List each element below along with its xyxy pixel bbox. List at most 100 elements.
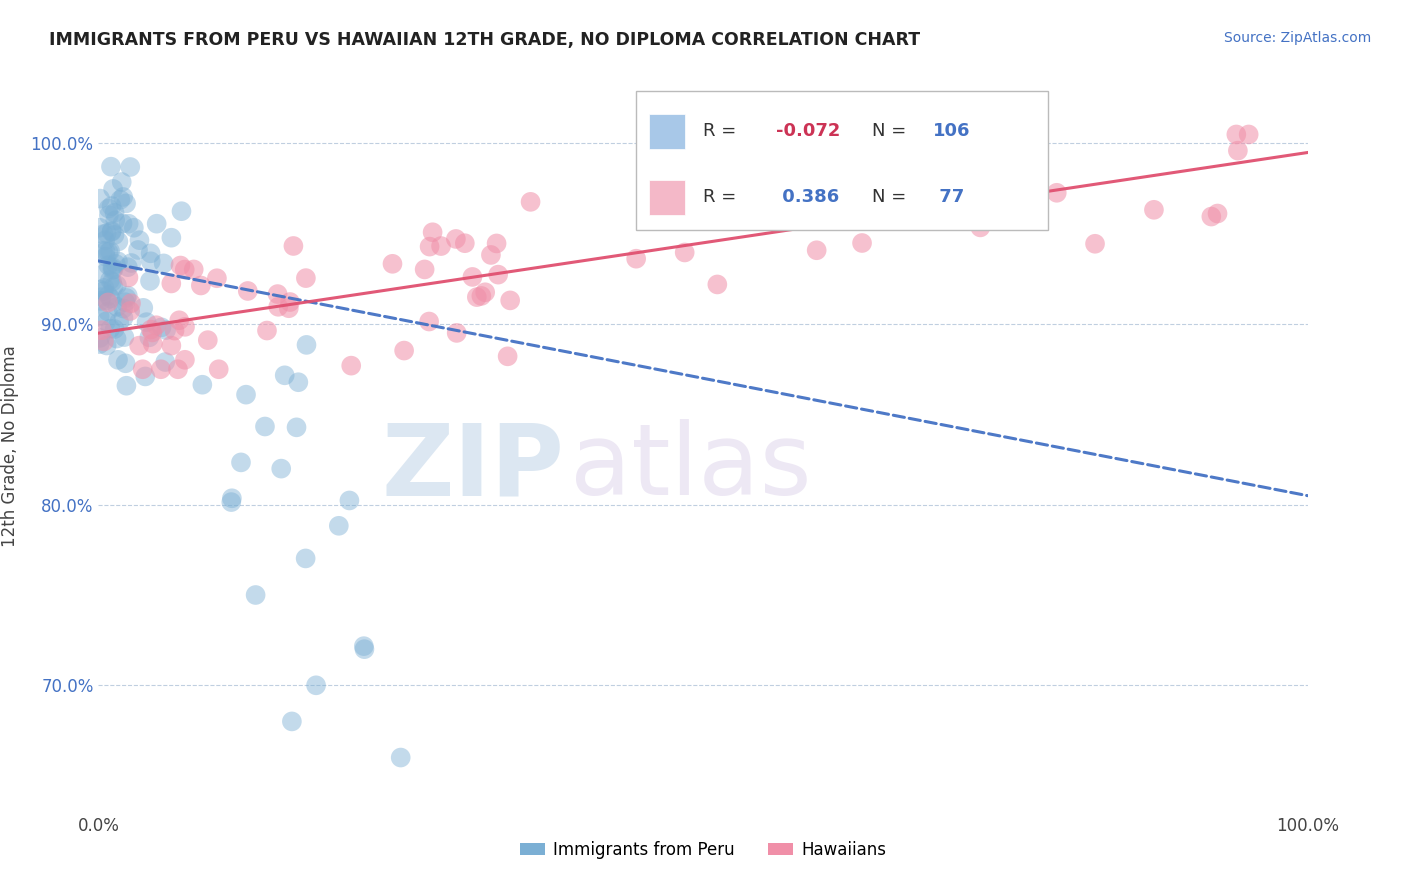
Point — [1084, 236, 1107, 251]
Point — [155, 323, 177, 337]
Point — [100, 225, 122, 239]
Point — [111, 217, 134, 231]
Point — [117, 270, 139, 285]
Point — [97, 288, 120, 302]
Point — [128, 338, 150, 352]
Text: 77: 77 — [932, 188, 965, 206]
Point — [969, 220, 991, 235]
Point — [281, 714, 304, 729]
Point — [149, 362, 172, 376]
Point — [160, 277, 183, 291]
Point — [267, 300, 290, 314]
Point — [197, 333, 219, 347]
Point — [90, 323, 112, 337]
Point — [103, 262, 125, 277]
Point — [91, 244, 114, 258]
Point — [103, 206, 125, 220]
Point — [160, 230, 183, 244]
Point — [915, 128, 938, 142]
Point — [93, 227, 115, 241]
Text: ZIP: ZIP — [381, 419, 564, 516]
Point — [474, 285, 496, 300]
Point — [115, 291, 138, 305]
Point — [98, 322, 121, 336]
Y-axis label: 12th Grade, No Diploma: 12th Grade, No Diploma — [1, 345, 20, 547]
Point — [295, 271, 318, 285]
Point — [94, 233, 117, 247]
Point — [127, 243, 149, 257]
Point — [112, 310, 135, 325]
Point — [956, 183, 979, 197]
Point — [465, 290, 488, 304]
Point — [97, 304, 120, 318]
Point — [392, 343, 415, 358]
Point — [89, 331, 111, 345]
Point — [174, 319, 197, 334]
Point — [94, 244, 117, 259]
Point — [173, 262, 195, 277]
Point — [419, 239, 441, 253]
Point — [89, 192, 111, 206]
Point — [132, 301, 155, 315]
Point — [413, 262, 436, 277]
Point — [470, 289, 492, 303]
Point — [253, 419, 276, 434]
Point — [353, 639, 375, 653]
Point — [167, 313, 190, 327]
Point — [353, 642, 375, 657]
Point — [444, 232, 467, 246]
Point — [101, 263, 124, 277]
Point — [295, 338, 318, 352]
Point — [328, 518, 350, 533]
Point — [120, 160, 142, 174]
Point — [339, 493, 361, 508]
Point — [277, 301, 299, 316]
Point — [832, 196, 855, 211]
Text: N =: N = — [872, 122, 912, 140]
Point — [112, 190, 135, 204]
Point — [108, 315, 131, 329]
Point — [273, 368, 295, 383]
Point — [963, 212, 986, 227]
Text: atlas: atlas — [569, 419, 811, 516]
Point — [101, 224, 124, 238]
Point — [105, 278, 128, 293]
Point — [256, 324, 278, 338]
Point — [381, 257, 404, 271]
Point — [93, 281, 115, 295]
Point — [107, 235, 129, 249]
Point — [134, 369, 156, 384]
Point — [994, 180, 1017, 194]
Point — [270, 461, 292, 475]
Point — [418, 314, 440, 328]
Point — [117, 217, 139, 231]
Point — [89, 220, 111, 235]
Point — [139, 322, 162, 336]
Point — [461, 269, 484, 284]
Point — [496, 349, 519, 363]
Point — [139, 246, 162, 260]
Point — [138, 330, 160, 344]
Point — [236, 284, 259, 298]
Point — [150, 320, 173, 334]
Bar — [648, 114, 685, 149]
Point — [97, 202, 120, 216]
Point — [104, 257, 127, 271]
Text: 106: 106 — [932, 122, 970, 140]
Point — [97, 258, 120, 272]
Point — [104, 213, 127, 227]
Point — [851, 235, 873, 250]
Point — [90, 290, 112, 304]
Text: Source: ZipAtlas.com: Source: ZipAtlas.com — [1223, 31, 1371, 45]
Point — [128, 233, 150, 247]
Point — [1226, 144, 1249, 158]
Point — [167, 362, 190, 376]
Text: -0.072: -0.072 — [776, 122, 839, 140]
Point — [120, 296, 142, 310]
Point — [105, 300, 128, 314]
Point — [101, 182, 124, 196]
Point — [191, 377, 214, 392]
Point — [120, 256, 142, 270]
Point — [1017, 211, 1039, 226]
Point — [93, 284, 115, 298]
